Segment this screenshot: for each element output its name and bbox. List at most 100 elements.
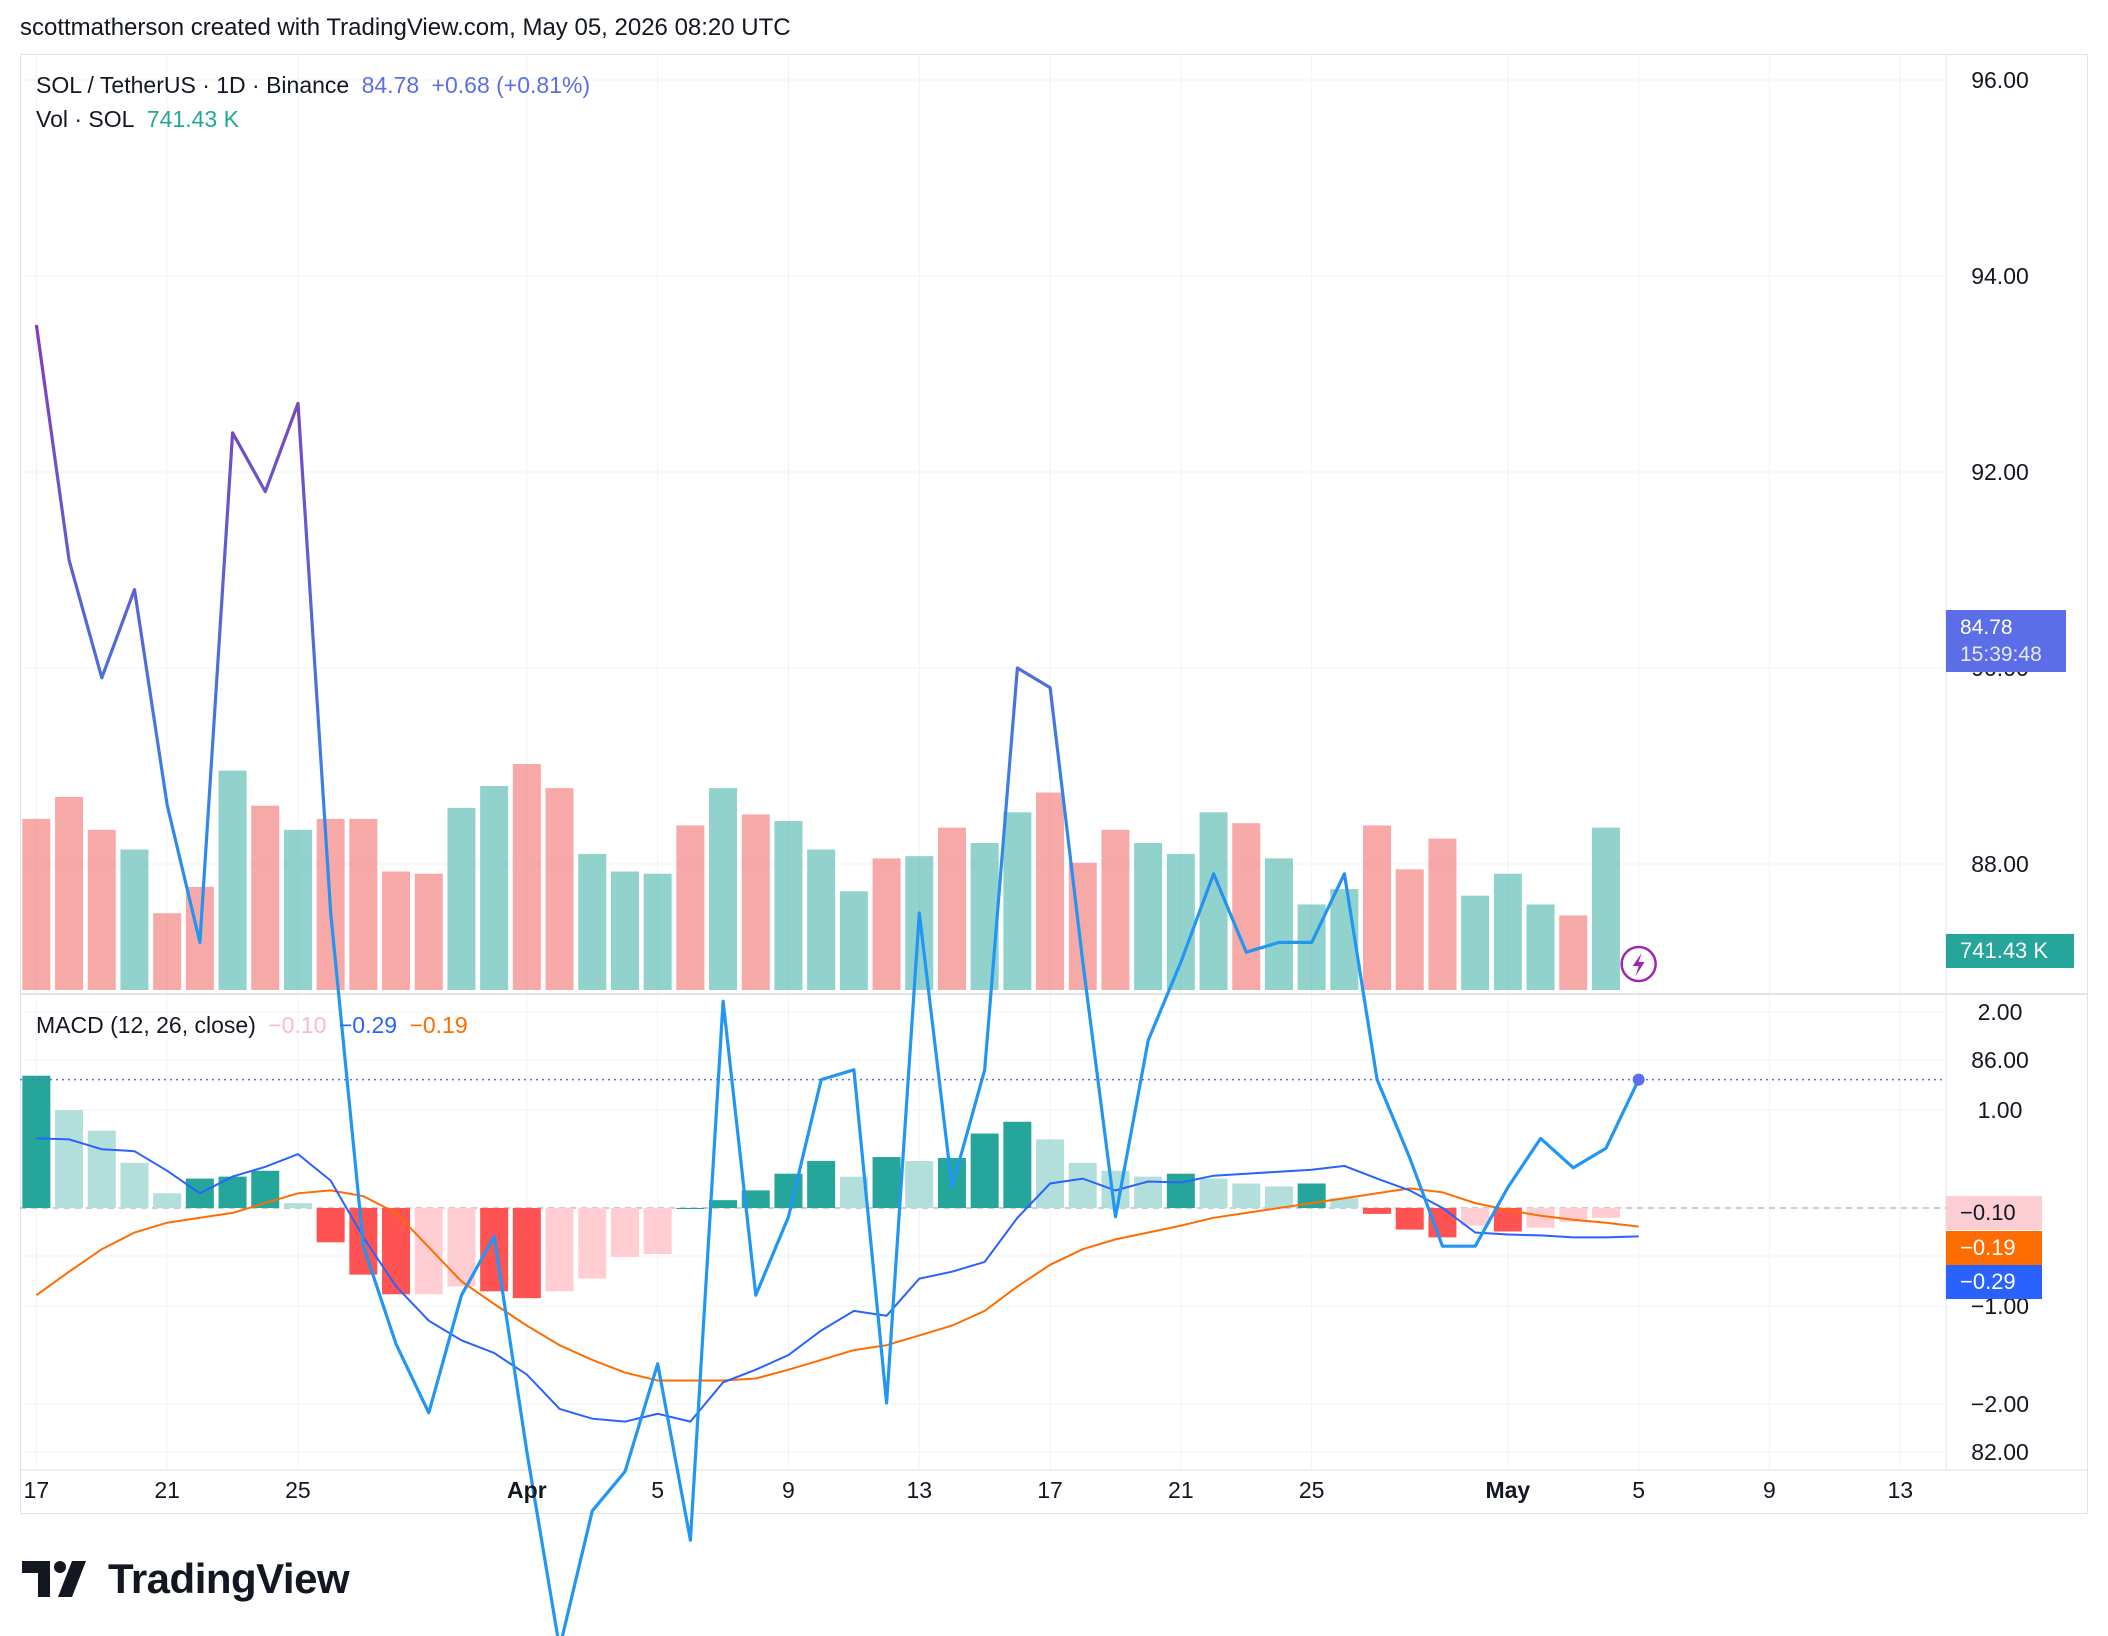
volume-bar — [610, 871, 639, 990]
volume-bar — [1036, 792, 1065, 990]
last-price-marker — [1632, 1073, 1645, 1086]
volume-bar — [545, 788, 574, 990]
macd-histogram-bar — [1591, 1208, 1620, 1218]
macd-histogram-bar — [512, 1208, 541, 1299]
volume-bar — [839, 891, 868, 990]
volume-bar — [1526, 904, 1555, 990]
macd-histogram-bar — [382, 1208, 411, 1295]
volume-bar — [382, 871, 411, 990]
last-price-tag: 84.78 15:39:48 — [1946, 610, 2066, 672]
volume-bar — [1363, 825, 1392, 990]
signal-line — [35, 1187, 1639, 1382]
macd-histogram-bar — [447, 1208, 476, 1287]
macd-hist-value: −0.10 — [268, 1012, 327, 1038]
volume-tag: 741.43 K — [1946, 934, 2074, 968]
macd-histogram-bar — [741, 1190, 770, 1208]
time-axis-label: 9 — [782, 1477, 795, 1503]
volume-bar — [1003, 812, 1032, 990]
price-axis-label: 88.00 — [1971, 851, 2029, 877]
macd-axis-label: 1.00 — [1978, 1097, 2023, 1123]
time-axis-label: 17 — [1037, 1477, 1063, 1503]
macd-histogram-bar — [414, 1208, 443, 1295]
volume-bar — [120, 849, 149, 990]
volume-bar — [251, 805, 280, 990]
time-axis-label: 5 — [651, 1477, 664, 1503]
macd-histogram-bar — [676, 1208, 705, 1209]
lightning-bolt-icon — [1632, 953, 1645, 976]
time-axis-label: 5 — [1632, 1477, 1645, 1503]
time-axis-label: 25 — [285, 1477, 311, 1503]
volume-bar — [643, 873, 672, 990]
tradingview-wordmark: TradingView — [108, 1555, 350, 1602]
macd-histogram-bar — [872, 1157, 901, 1208]
time-axis-label: 21 — [1168, 1477, 1194, 1503]
macd-histogram-bar — [316, 1208, 345, 1243]
macd-legend[interactable]: MACD (12, 26, close) −0.10 −0.29 −0.19 — [36, 1012, 474, 1039]
macd-histogram-bar — [578, 1208, 607, 1279]
time-axis-label: 13 — [1887, 1477, 1913, 1503]
time-axis-label: Apr — [507, 1477, 547, 1503]
macd-histogram-bar — [1199, 1178, 1228, 1208]
macd-histogram-bar — [1461, 1208, 1490, 1226]
macd-histogram-bar — [251, 1170, 280, 1208]
volume-bar — [349, 818, 378, 990]
macd-signal-value: −0.19 — [409, 1012, 468, 1038]
volume-bar — [1166, 853, 1195, 990]
time-axis-label: 25 — [1299, 1477, 1325, 1503]
volume-bar — [1297, 904, 1326, 990]
macd-histogram-bar — [87, 1130, 116, 1208]
macd-line-value: −0.29 — [338, 1012, 398, 1038]
volume-bar — [480, 785, 509, 990]
countdown-timer: 15:39:48 — [1960, 643, 2042, 666]
macd-histogram-bar — [1493, 1208, 1522, 1232]
volume-bar — [87, 829, 116, 990]
tradingview-logo-icon — [22, 1561, 86, 1597]
volume-legend[interactable]: Vol · SOL 741.43 K — [36, 106, 245, 133]
volume-bar — [283, 829, 312, 990]
macd-histogram-bar — [1526, 1208, 1555, 1228]
price-axis-label: 82.00 — [1971, 1439, 2029, 1465]
chart-attribution: scottmatherson created with TradingView.… — [20, 14, 791, 41]
time-axis-label: 21 — [154, 1477, 180, 1503]
volume-bar — [512, 764, 541, 990]
symbol-label: SOL / TetherUS · 1D · Binance — [36, 72, 350, 98]
tradingview-logo[interactable]: TradingView — [22, 1555, 350, 1603]
chart-panel[interactable] — [20, 54, 2088, 1514]
macd-histogram-bar — [55, 1110, 84, 1208]
macd-histogram-bar — [153, 1193, 182, 1208]
volume-label: Vol · SOL — [36, 106, 135, 132]
macd-histogram-bar — [610, 1208, 639, 1257]
macd-histogram-bar — [1232, 1183, 1261, 1208]
signal-tag: −0.19 — [1946, 1231, 2042, 1265]
macd-histogram-bar — [1036, 1139, 1065, 1208]
macd-histogram-bar — [1003, 1121, 1032, 1208]
macd-histogram-bar — [1330, 1198, 1359, 1208]
volume-bar — [1559, 915, 1588, 990]
macd-hist-tag: −0.10 — [1946, 1196, 2042, 1230]
volume-bar — [741, 814, 770, 990]
macd-histogram-bar — [905, 1160, 934, 1208]
macd-histogram-bar — [970, 1133, 999, 1208]
macd-line — [36, 1137, 1639, 1423]
volume-bar — [1591, 827, 1620, 990]
volume-bar — [676, 825, 705, 990]
volume-bar — [153, 913, 182, 990]
macd-histogram-bar — [283, 1203, 312, 1208]
price-axis-label: 96.00 — [1971, 67, 2029, 93]
symbol-legend[interactable]: SOL / TetherUS · 1D · Binance 84.78 +0.6… — [36, 72, 596, 99]
macd-histogram-bar — [709, 1200, 738, 1208]
volume-bar — [807, 849, 836, 990]
volume-bar — [774, 821, 803, 990]
volume-bar — [414, 873, 443, 990]
macd-histogram-bar — [545, 1208, 574, 1292]
last-price: 84.78 — [361, 72, 420, 98]
macd-axis-label: 2.00 — [1978, 999, 2023, 1025]
macd-histogram-bar — [1166, 1173, 1195, 1208]
volume-bar — [55, 796, 84, 990]
macd-histogram-bar — [120, 1162, 149, 1208]
time-axis-label: 9 — [1763, 1477, 1776, 1503]
macd-histogram-bar — [643, 1208, 672, 1255]
volume-value: 741.43 K — [146, 106, 239, 132]
price-axis-label: 86.00 — [1971, 1047, 2029, 1073]
